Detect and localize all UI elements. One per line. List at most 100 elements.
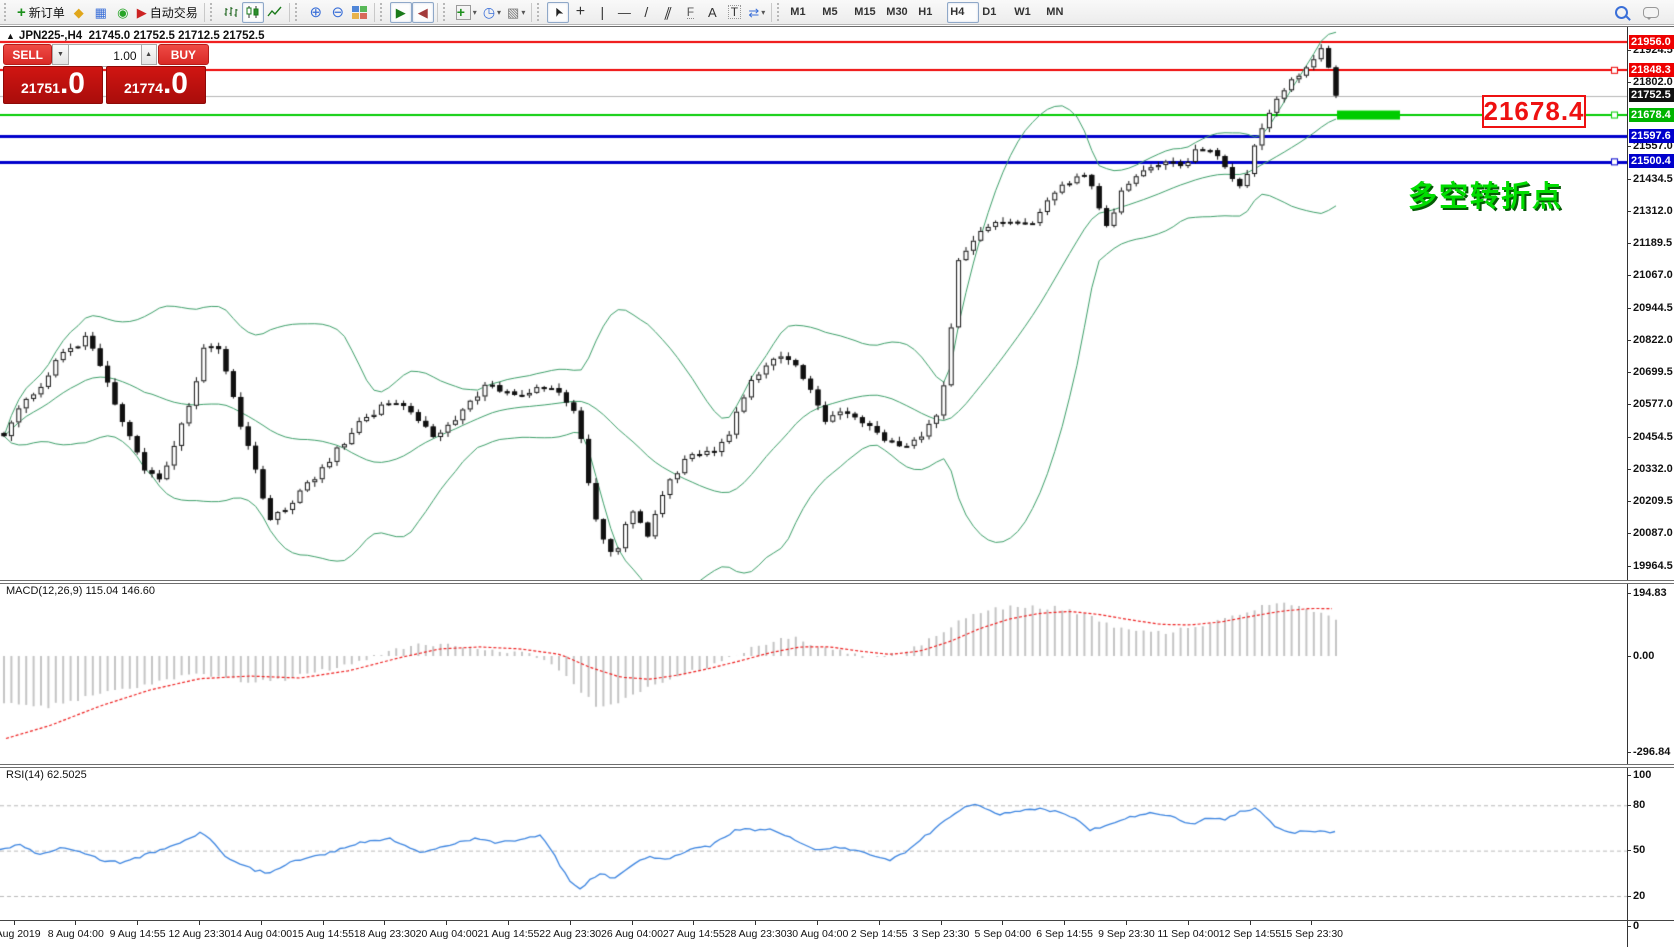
eraser-button[interactable]: ◆ <box>68 2 90 23</box>
price-axis[interactable]: 21924.5 21802.0 21557.0 21434.5 21312.0 21189… <box>1627 27 1674 947</box>
timeframe-w1[interactable]: W1 <box>1011 2 1043 23</box>
toolbar-separator <box>531 2 533 22</box>
date-label: 6 Aug 2019 <box>0 928 41 940</box>
toolbar-grip[interactable] <box>442 3 450 21</box>
text-button[interactable]: A <box>701 2 723 23</box>
annotation-text[interactable]: 多空转折点 <box>1408 181 1564 213</box>
date-label: 11 Sep 04:00 <box>1157 928 1220 940</box>
level-price-badge: 21956.0 <box>1629 35 1674 49</box>
fibonacci-button[interactable]: F <box>679 2 701 23</box>
collapse-ohlc-icon[interactable]: ▲ <box>6 31 15 41</box>
vertical-line-button[interactable]: | <box>591 2 613 23</box>
toolbar-grip[interactable] <box>777 3 784 21</box>
timeframe-m1[interactable]: M1 <box>787 2 819 23</box>
chevron-down-icon[interactable]: ▾ <box>761 7 766 17</box>
indicators-icon: + <box>455 4 471 20</box>
macd-canvas[interactable] <box>0 584 1628 764</box>
price-tick-label: 20822.0 <box>1633 334 1673 346</box>
date-label: 22 Aug 23:30 <box>539 928 602 940</box>
timeframe-m15[interactable]: M15 <box>851 2 883 23</box>
zoom-out-button[interactable]: ⊖ <box>327 2 349 23</box>
toolbar-separator <box>288 2 290 22</box>
buy-button[interactable]: BUY <box>157 44 209 65</box>
signal-icon: ◉ <box>117 4 129 20</box>
timeframe-m5-label: M5 <box>822 6 838 18</box>
axis-tick <box>1628 82 1631 83</box>
candlestick-button[interactable] <box>241 1 264 23</box>
chat-button[interactable] <box>1640 2 1662 23</box>
timeframe-mn-label: MN <box>1046 6 1064 18</box>
clock-icon: ◷ <box>482 4 496 20</box>
price-callout-label[interactable]: 21678.4 <box>1482 95 1586 128</box>
label-icon: T <box>727 5 742 19</box>
chevron-down-icon[interactable]: ▾ <box>521 7 526 17</box>
date-label: 27 Aug 14:55 <box>662 928 725 940</box>
axis-tick <box>1628 179 1631 180</box>
indicators-button[interactable]: + ▾ <box>453 2 480 23</box>
rsi-tick-label: 50 <box>1633 844 1646 856</box>
templates-button[interactable]: ▧ ▾ <box>504 2 528 23</box>
date-tick <box>632 921 633 925</box>
periods-button[interactable]: ◷ ▾ <box>480 2 504 23</box>
channel-button[interactable]: ∥ <box>657 2 679 23</box>
price-tick-label: 19964.5 <box>1633 560 1673 572</box>
rsi-tick-label: 80 <box>1633 799 1646 811</box>
timeframe-mn[interactable]: MN <box>1043 2 1075 23</box>
rsi-tick-label: 100 <box>1633 769 1652 781</box>
line-chart-icon <box>267 5 283 19</box>
cursor-button[interactable]: ➤ <box>547 1 570 23</box>
sell-button[interactable]: SELL <box>3 44 53 65</box>
toolbar-grip[interactable] <box>4 3 11 21</box>
buy-price-display[interactable]: 21774.0 <box>106 66 206 104</box>
search-button[interactable] <box>1610 2 1632 23</box>
arrows-button[interactable]: ⇄ ▾ <box>745 2 768 23</box>
signals-button[interactable]: ◉ <box>112 2 134 23</box>
price-tick-label: 20699.5 <box>1633 366 1673 378</box>
pane-separator-macd[interactable] <box>0 580 1674 584</box>
label-button[interactable]: T <box>723 2 745 23</box>
rsi-canvas[interactable] <box>0 768 1628 920</box>
toolbar-grip[interactable] <box>294 3 302 21</box>
timeframe-h4[interactable]: H4 <box>947 1 980 23</box>
template-icon: ▧ <box>507 4 520 20</box>
chart-shift-button[interactable]: ◀ <box>411 1 434 23</box>
crosshair-button[interactable]: + <box>569 2 591 23</box>
line-chart-button[interactable] <box>264 2 286 23</box>
timeframe-h1[interactable]: H1 <box>915 2 947 23</box>
pane-separator-rsi[interactable] <box>0 764 1674 768</box>
date-tick <box>75 921 76 925</box>
toolbar-grip[interactable] <box>209 3 217 21</box>
macd-tick-label: 0.00 <box>1633 650 1655 662</box>
auto-scroll-button[interactable]: ▶ <box>389 1 412 23</box>
timeframe-d1[interactable]: D1 <box>979 2 1011 23</box>
bar-chart-button[interactable] <box>220 2 242 23</box>
axis-tick <box>1628 566 1631 567</box>
chevron-down-icon[interactable]: ▾ <box>497 7 502 17</box>
chart-area[interactable]: ▲ JPN225-,H4 21745.0 21752.5 21712.5 2175… <box>0 27 1674 947</box>
price-chart-canvas[interactable] <box>0 27 1628 580</box>
volume-input[interactable] <box>68 44 141 67</box>
volume-up-button[interactable]: ▲ <box>140 44 157 65</box>
sell-price-display[interactable]: 21751.0 <box>3 66 103 104</box>
new-order-button[interactable]: + 新订单 <box>14 2 68 23</box>
chart-window-button[interactable]: ▦ <box>90 2 112 23</box>
tile-windows-button[interactable] <box>349 2 371 23</box>
timeframe-m30[interactable]: M30 <box>883 2 915 23</box>
chevron-down-icon[interactable]: ▾ <box>472 7 477 17</box>
zoom-in-button[interactable]: ⊕ <box>305 2 327 23</box>
date-tick <box>941 921 942 925</box>
axis-tick <box>1628 437 1631 438</box>
zoom-out-icon: ⊖ <box>331 3 345 21</box>
timeframe-h1-label: H1 <box>918 6 933 18</box>
axis-tick <box>1628 469 1631 470</box>
horizontal-line-button[interactable]: — <box>613 2 635 23</box>
autotrading-button[interactable]: ▶ 自动交易 <box>134 2 201 23</box>
volume-down-button[interactable]: ▼ <box>52 44 69 65</box>
trendline-button[interactable]: / <box>635 2 657 23</box>
timeframe-m5[interactable]: M5 <box>819 2 851 23</box>
zoom-in-icon: ⊕ <box>309 3 323 21</box>
new-order-icon: + <box>17 3 26 21</box>
toolbar-grip[interactable] <box>379 3 387 21</box>
toolbar-grip[interactable] <box>537 3 544 21</box>
